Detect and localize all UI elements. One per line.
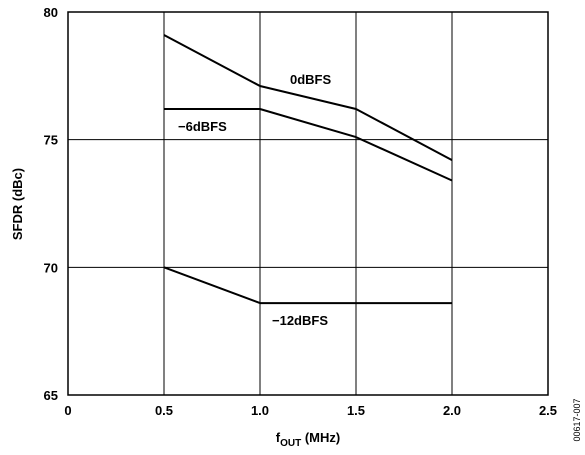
y-tick-labels: 65 70 75 80 xyxy=(44,5,58,403)
x-tick-label: 2.5 xyxy=(539,403,557,418)
x-axis-label: fOUT (MHz) xyxy=(276,430,340,449)
x-axis-label-main: f xyxy=(276,430,281,445)
x-tick-label: 1.0 xyxy=(251,403,269,418)
series-line-2 xyxy=(163,266,452,305)
series-label-minus12dbfs: −12dBFS xyxy=(272,313,328,328)
x-tick-label: 2.0 xyxy=(443,403,461,418)
x-tick-label: 0.5 xyxy=(155,403,173,418)
plot-frame xyxy=(67,11,549,396)
y-tick-label: 80 xyxy=(44,5,58,20)
series-labels: 0dBFS −6dBFS −12dBFS xyxy=(178,72,332,328)
x-tick-labels: 0 0.5 1.0 1.5 2.0 2.5 xyxy=(64,403,557,418)
series-label-minus6dbfs: −6dBFS xyxy=(178,119,227,134)
x-tick-label: 1.5 xyxy=(347,403,365,418)
series-line-0 xyxy=(163,34,453,161)
x-axis-label-unit: (MHz) xyxy=(301,430,340,445)
series-layer xyxy=(163,34,453,305)
y-axis-label: SFDR (dBc) xyxy=(10,168,25,240)
series-label-0dbfs: 0dBFS xyxy=(290,72,332,87)
x-tick-label: 0 xyxy=(64,403,71,418)
y-tick-label: 65 xyxy=(44,388,58,403)
series-line-1 xyxy=(164,108,453,182)
y-tick-label: 70 xyxy=(44,260,58,275)
figure-code: 00617-007 xyxy=(572,398,582,441)
x-axis-label-sub: OUT xyxy=(280,438,301,449)
grid-lines xyxy=(68,12,548,395)
y-tick-label: 75 xyxy=(44,133,58,148)
